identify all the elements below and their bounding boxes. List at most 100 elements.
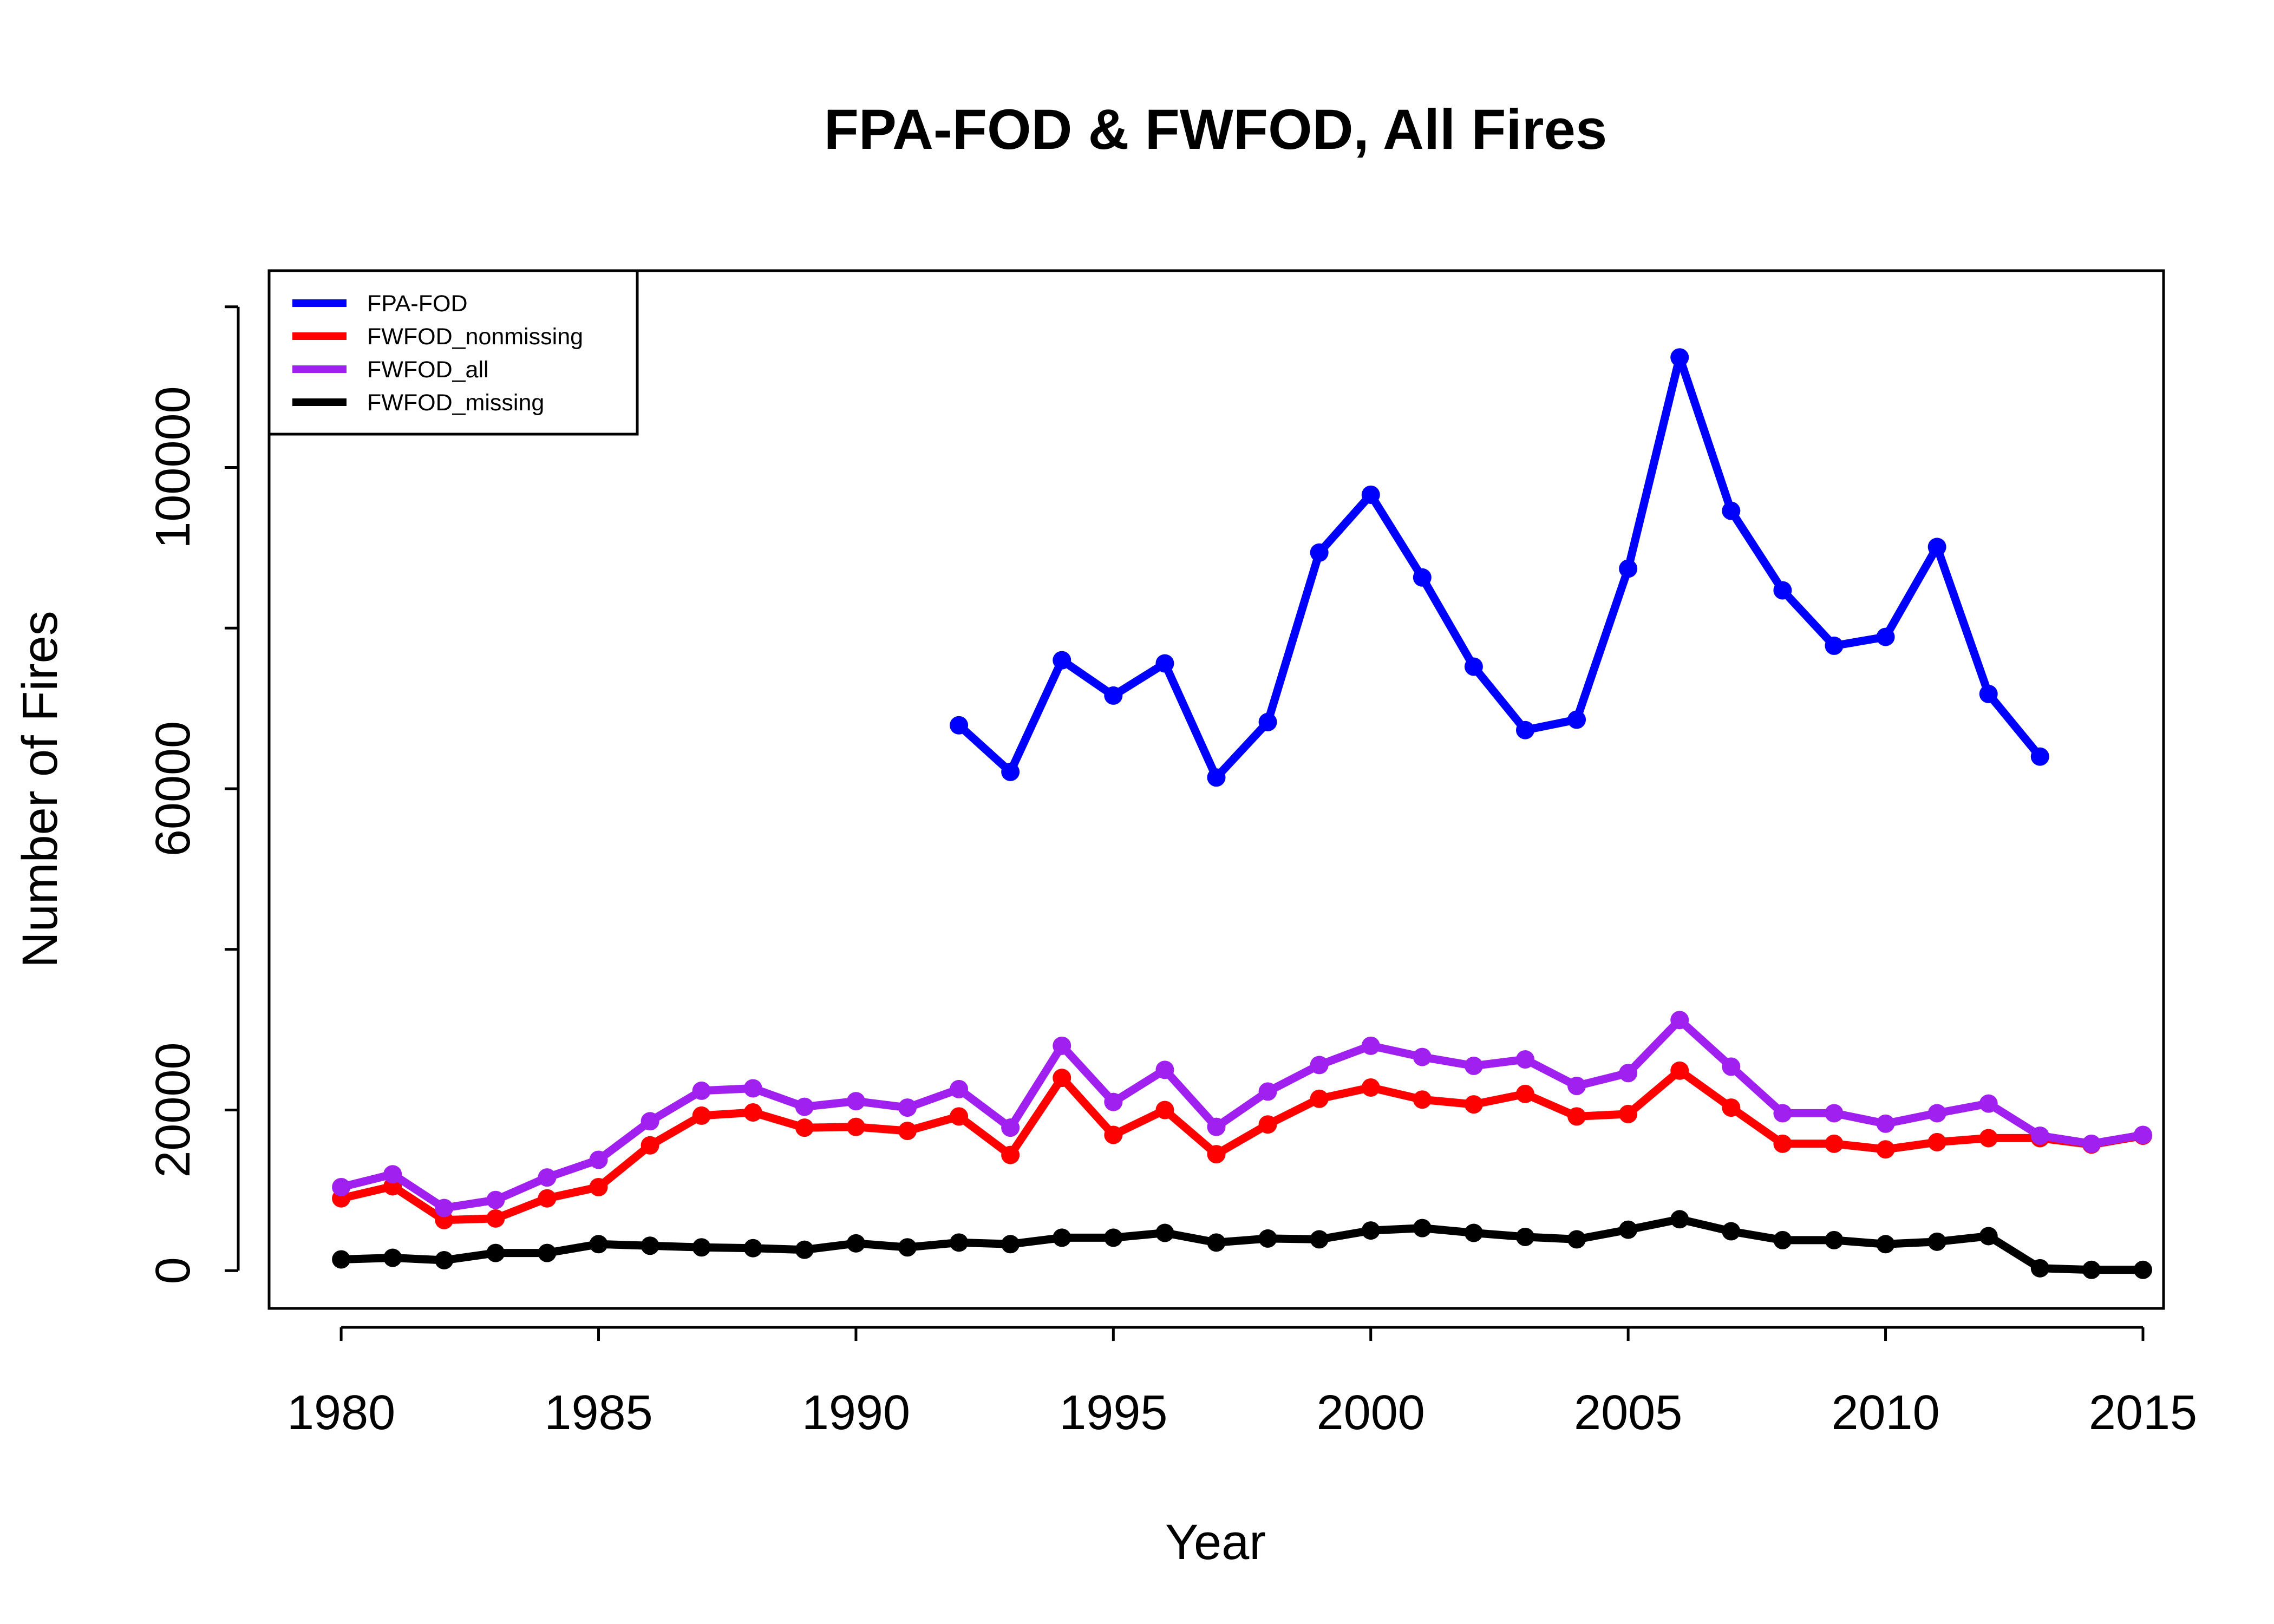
- data-point: [743, 1079, 762, 1098]
- data-point: [589, 1177, 608, 1196]
- legend-box: [267, 269, 639, 436]
- data-point: [1979, 1129, 1998, 1148]
- data-point: [1927, 538, 1946, 556]
- data-point: [950, 1233, 969, 1252]
- data-point: [898, 1122, 917, 1141]
- data-point: [1413, 1219, 1432, 1237]
- y-tick-label: 60000: [146, 721, 200, 856]
- data-point: [1361, 485, 1380, 504]
- data-point: [1619, 1064, 1638, 1083]
- data-point: [1310, 1089, 1329, 1108]
- data-point: [1979, 1227, 1998, 1246]
- x-tick-label: 2015: [2089, 1386, 2197, 1440]
- data-point: [1155, 1101, 1174, 1119]
- data-point: [1464, 1056, 1483, 1075]
- data-point: [1979, 684, 1998, 703]
- data-point: [1258, 712, 1277, 731]
- data-point: [1053, 651, 1071, 670]
- data-point: [1927, 1232, 1946, 1251]
- data-point: [692, 1238, 711, 1257]
- data-point: [1361, 1078, 1380, 1097]
- data-point: [1876, 1235, 1895, 1254]
- data-point: [795, 1240, 814, 1259]
- series-FWFOD_missing: [332, 1210, 2152, 1279]
- data-point: [435, 1199, 454, 1217]
- data-point: [1464, 657, 1483, 676]
- data-point: [1310, 543, 1329, 562]
- data-point: [2133, 1125, 2152, 1144]
- chart-title: FPA-FOD & FWFOD, All Fires: [824, 98, 1608, 161]
- data-point: [641, 1112, 659, 1131]
- data-point: [1876, 1140, 1895, 1159]
- data-point: [1104, 1228, 1123, 1247]
- data-point: [332, 1177, 351, 1196]
- data-point: [743, 1239, 762, 1258]
- data-point: [486, 1243, 505, 1262]
- data-point: [1722, 1057, 1741, 1076]
- data-point: [692, 1081, 711, 1100]
- data-point: [1619, 1220, 1638, 1239]
- data-point: [1567, 1230, 1586, 1249]
- data-point: [1670, 1061, 1689, 1080]
- series-layer: [332, 348, 2152, 1279]
- data-point: [538, 1168, 557, 1187]
- y-axis-label: Number of Fires: [12, 611, 68, 968]
- data-point: [950, 1079, 969, 1098]
- data-point: [2030, 747, 2049, 766]
- series-FPA-FOD: [950, 348, 2049, 787]
- data-point: [1979, 1094, 1998, 1113]
- data-point: [1464, 1095, 1483, 1114]
- x-tick-label: 2010: [1831, 1386, 1939, 1440]
- legend: FPA-FOD FWFOD_nonmissing FWFOD_all FWFOD_mi…: [267, 269, 639, 436]
- data-point: [1773, 1104, 1792, 1123]
- x-tick-label: 1980: [287, 1386, 395, 1440]
- data-point: [1413, 1047, 1432, 1066]
- data-point: [2082, 1134, 2101, 1153]
- data-point: [332, 1250, 351, 1269]
- data-point: [1515, 1227, 1534, 1246]
- data-point: [641, 1236, 659, 1255]
- data-point: [1258, 1115, 1277, 1134]
- data-point: [1413, 1090, 1432, 1109]
- x-tick-label: 2000: [1317, 1386, 1425, 1440]
- data-point: [1207, 1145, 1226, 1164]
- data-point: [1927, 1132, 1946, 1151]
- y-tick-label: 100000: [146, 386, 200, 548]
- data-point: [1053, 1069, 1071, 1088]
- data-point: [1310, 1056, 1329, 1075]
- data-point: [846, 1234, 865, 1253]
- data-point: [743, 1103, 762, 1122]
- series-line: [955, 353, 2044, 782]
- data-point: [1001, 1235, 1020, 1254]
- data-point: [1104, 686, 1123, 705]
- data-point: [1773, 581, 1792, 600]
- data-point: [1155, 1223, 1174, 1242]
- data-point: [1876, 627, 1895, 646]
- data-point: [1207, 1233, 1226, 1252]
- x-tick-label: 1985: [544, 1386, 652, 1440]
- x-tick-label: 2005: [1574, 1386, 1682, 1440]
- data-point: [1361, 1221, 1380, 1240]
- data-point: [898, 1238, 917, 1257]
- legend-label: FPA-FOD: [367, 291, 468, 317]
- x-axis: 1980 1985 1990 1995 2000 2005 2010 2015: [287, 1326, 2197, 1440]
- data-point: [1722, 1222, 1741, 1241]
- legend-label: FWFOD_nonmissing: [367, 324, 583, 350]
- data-point: [435, 1250, 454, 1269]
- legend-label: FWFOD_all: [367, 357, 489, 383]
- y-axis: 0 20000 60000 100000: [146, 305, 240, 1284]
- data-point: [2030, 1259, 2049, 1278]
- data-point: [1258, 1082, 1277, 1101]
- data-point: [383, 1248, 402, 1267]
- data-point: [1361, 1036, 1380, 1055]
- data-point: [2133, 1260, 2152, 1279]
- data-point: [486, 1190, 505, 1209]
- data-point: [538, 1243, 557, 1262]
- data-point: [1104, 1092, 1123, 1111]
- data-point: [2030, 1126, 2049, 1145]
- data-point: [1670, 1011, 1689, 1030]
- data-point: [1001, 1118, 1020, 1137]
- series-FWFOD_all: [332, 1011, 2152, 1217]
- data-point: [1722, 1098, 1741, 1117]
